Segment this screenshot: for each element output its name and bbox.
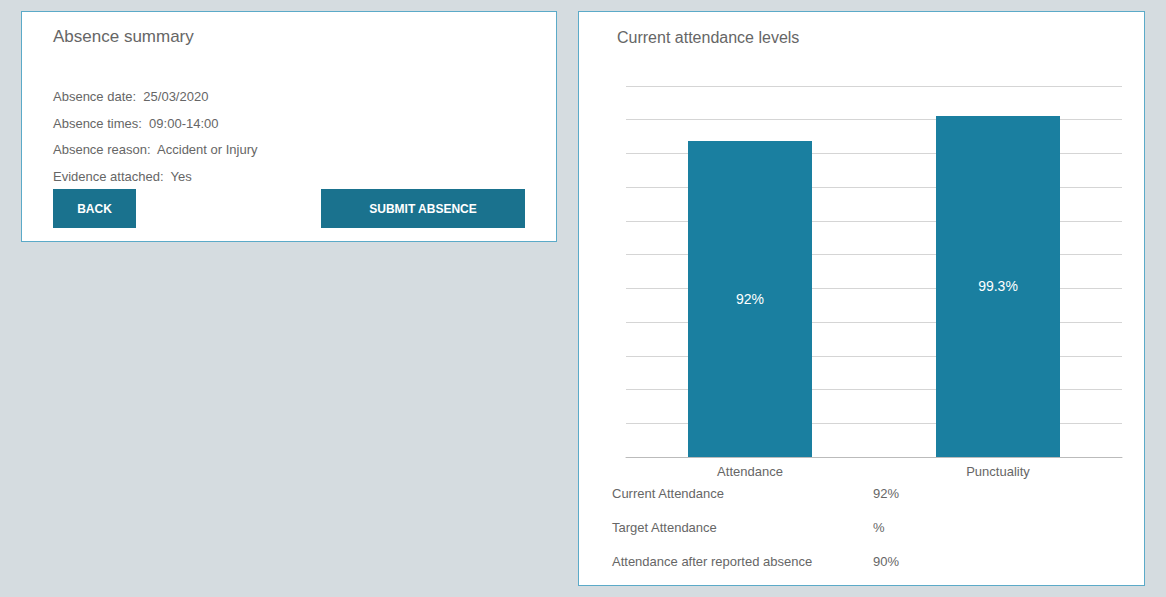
svg-text:92%: 92% xyxy=(873,486,899,501)
svg-text:SUBMIT ABSENCE: SUBMIT ABSENCE xyxy=(369,202,477,216)
svg-text:Current attendance levels: Current attendance levels xyxy=(617,29,799,46)
svg-text:Attendance: Attendance xyxy=(717,464,783,479)
svg-text:Attendance after reported abse: Attendance after reported absence xyxy=(612,554,812,569)
svg-text:92%: 92% xyxy=(736,291,764,307)
svg-text:Absence summary: Absence summary xyxy=(53,27,194,46)
svg-text:Evidence attached: Yes: Evidence attached: Yes xyxy=(53,169,192,184)
svg-text:BACK: BACK xyxy=(77,202,112,216)
svg-text:90%: 90% xyxy=(873,554,899,569)
svg-text:Absence times: 09:00-14:00: Absence times: 09:00-14:00 xyxy=(53,116,219,131)
svg-text:99.3%: 99.3% xyxy=(978,278,1018,294)
svg-text:%: % xyxy=(873,520,885,535)
svg-text:Current Attendance: Current Attendance xyxy=(612,486,724,501)
svg-text:Absence reason: Accident or I: Absence reason: Accident or Injury xyxy=(53,142,258,157)
svg-text:Target Attendance: Target Attendance xyxy=(612,520,717,535)
svg-text:Punctuality: Punctuality xyxy=(966,464,1030,479)
svg-text:Absence date: 25/03/2020: Absence date: 25/03/2020 xyxy=(53,89,208,104)
